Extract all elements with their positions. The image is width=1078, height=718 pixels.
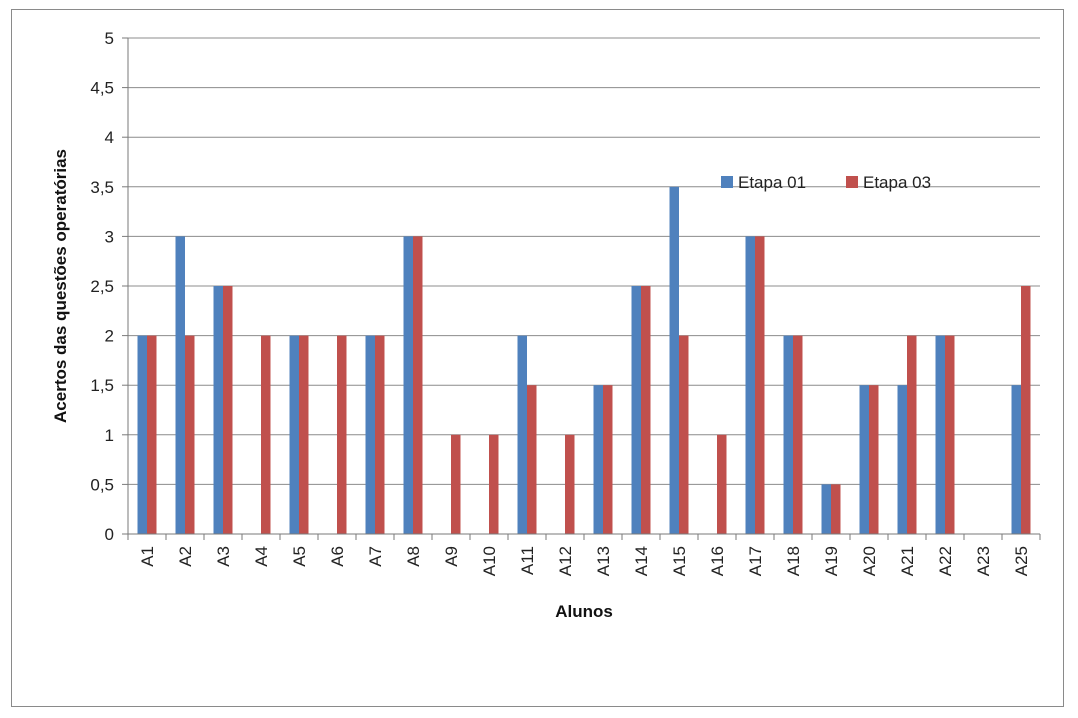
legend-label-etapa-01: Etapa 01 [738, 173, 806, 192]
legend-label-etapa-03: Etapa 03 [863, 173, 931, 192]
x-tick-label: A7 [366, 546, 385, 567]
bar-etapa-01-a8 [403, 236, 413, 534]
x-tick-label: A22 [936, 546, 955, 576]
y-tick-label: 3,5 [90, 178, 114, 197]
bar-etapa-01-a14 [631, 286, 641, 534]
bar-etapa-01-a1 [137, 335, 147, 534]
bar-etapa-01-a7 [365, 335, 375, 534]
y-tick-label: 2 [105, 327, 114, 346]
y-tick-label: 5 [105, 29, 114, 48]
y-tick-label: 0,5 [90, 475, 114, 494]
bar-etapa-03-a25 [1021, 286, 1031, 534]
bar-etapa-01-a21 [897, 385, 907, 534]
x-axis-title: Alunos [555, 602, 613, 621]
bar-etapa-01-a11 [517, 335, 527, 534]
y-tick-label: 3 [105, 227, 114, 246]
bar-etapa-03-a20 [869, 385, 879, 534]
x-tick-label: A16 [708, 546, 727, 576]
x-tick-label: A9 [442, 546, 461, 567]
bar-etapa-01-a2 [175, 236, 185, 534]
x-tick-label: A14 [632, 546, 651, 576]
axes: 0 0,5 1 1,5 2 2,5 3 3,5 4 4,5 5 A1 A2 A3 A4 A5 A6 A7 A8 A9 A… [90, 29, 1041, 576]
bar-etapa-03-a5 [299, 335, 309, 534]
x-tick-label: A18 [784, 546, 803, 576]
y-axis-title: Acertos das questões operatórias [51, 149, 70, 423]
bar-etapa-03-a11 [527, 385, 537, 534]
x-tick-label: A10 [480, 546, 499, 576]
x-tick-label: A15 [670, 546, 689, 576]
x-tick-label: A4 [252, 546, 271, 567]
bar-etapa-01-a25 [1011, 385, 1021, 534]
legend-swatch-etapa-03 [846, 176, 858, 188]
bar-etapa-01-a18 [783, 335, 793, 534]
bars [137, 186, 1031, 535]
bar-etapa-01-a3 [213, 286, 223, 534]
bar-etapa-03-a14 [641, 286, 651, 534]
y-tick-label: 1 [105, 426, 114, 445]
bar-etapa-01-a19 [821, 484, 831, 534]
bar-etapa-03-a13 [603, 385, 613, 534]
bar-etapa-03-a9 [451, 434, 461, 534]
bar-etapa-03-a22 [945, 335, 955, 534]
bar-etapa-03-a4 [261, 335, 271, 534]
gridlines [128, 37, 1040, 485]
x-tick-label: A23 [974, 546, 993, 576]
bar-etapa-03-a1 [147, 335, 157, 534]
x-tick-label: A17 [746, 546, 765, 576]
x-tick-label: A25 [1012, 546, 1031, 576]
bar-etapa-03-a17 [755, 236, 765, 534]
legend: Etapa 01 Etapa 03 [721, 173, 931, 192]
bar-etapa-01-a5 [289, 335, 299, 534]
bar-etapa-01-a22 [935, 335, 945, 534]
y-tick-label: 2,5 [90, 277, 114, 296]
bar-etapa-03-a15 [679, 335, 689, 534]
x-tick-label: A8 [404, 546, 423, 567]
x-tick-label: A12 [556, 546, 575, 576]
bar-etapa-03-a16 [717, 434, 727, 534]
legend-swatch-etapa-01 [721, 176, 733, 188]
y-tick-label: 4,5 [90, 79, 114, 98]
x-tick-label: A20 [860, 546, 879, 576]
x-tick-label: A11 [518, 546, 537, 575]
bar-etapa-03-a19 [831, 484, 841, 534]
y-tick-label: 0 [105, 525, 114, 544]
bar-etapa-03-a8 [413, 236, 423, 534]
x-tick-label: A13 [594, 546, 613, 576]
bar-etapa-03-a6 [337, 335, 347, 534]
x-tick-label: A1 [138, 546, 157, 567]
x-tick-label: A3 [214, 546, 233, 567]
x-tick-label: A6 [328, 546, 347, 567]
bar-etapa-03-a12 [565, 434, 575, 534]
x-tick-label: A19 [822, 546, 841, 576]
bar-etapa-03-a7 [375, 335, 385, 534]
bar-etapa-01-a15 [669, 186, 679, 535]
bar-etapa-03-a3 [223, 286, 233, 534]
bar-etapa-01-a20 [859, 385, 869, 534]
bar-etapa-03-a18 [793, 335, 803, 534]
bar-etapa-01-a17 [745, 236, 755, 534]
bar-etapa-03-a21 [907, 335, 917, 534]
x-tick-label: A2 [176, 546, 195, 567]
bar-etapa-03-a2 [185, 335, 195, 534]
bar-etapa-03-a10 [489, 434, 499, 534]
y-tick-label: 1,5 [90, 376, 114, 395]
x-tick-label: A5 [290, 546, 309, 567]
y-tick-label: 4 [105, 128, 114, 147]
x-tick-label: A21 [898, 546, 917, 576]
bar-etapa-01-a13 [593, 385, 603, 534]
